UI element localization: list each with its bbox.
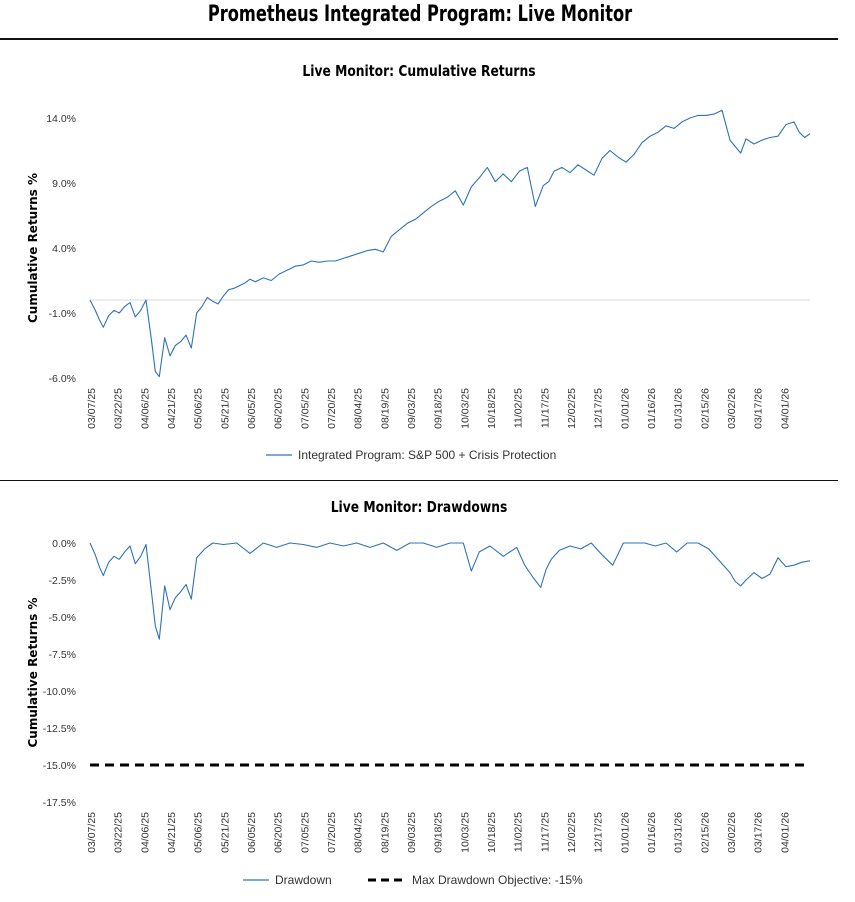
x-tick-label: 01/01/26 xyxy=(619,388,631,429)
x-tick-label: 10/18/25 xyxy=(486,812,498,853)
x-tick-label: 07/20/25 xyxy=(326,812,338,853)
x-tick-label: 11/17/25 xyxy=(539,388,551,428)
x-tick-label: 04/06/25 xyxy=(139,812,151,853)
y-tick-label: 9.0% xyxy=(52,178,76,190)
x-tick-label: 05/21/25 xyxy=(219,812,231,853)
x-tick-label: 09/18/25 xyxy=(433,388,445,429)
x-tick-label: 09/18/25 xyxy=(433,812,445,853)
x-tick-label: 03/02/26 xyxy=(726,812,738,853)
y-tick-label: -1.0% xyxy=(49,308,76,320)
legend-item-label: Drawdown xyxy=(275,873,332,887)
page-title: Prometheus Integrated Program: Live Moni… xyxy=(207,2,633,27)
x-tick-label: 10/03/25 xyxy=(459,388,471,429)
x-tick-label: 07/20/25 xyxy=(326,388,338,429)
x-tick-label: 06/20/25 xyxy=(273,812,285,853)
y-tick-label: -12.5% xyxy=(43,723,76,735)
x-tick-label: 01/31/26 xyxy=(673,388,685,429)
x-tick-label: 09/03/25 xyxy=(406,812,418,853)
x-tick-label: 12/17/25 xyxy=(593,388,605,429)
x-tick-label: 07/05/25 xyxy=(299,388,311,429)
x-tick-label: 01/31/26 xyxy=(673,812,685,853)
top-rule xyxy=(0,38,838,40)
x-tick-label: 01/16/26 xyxy=(646,812,658,853)
x-tick-label: 05/06/25 xyxy=(193,812,205,853)
series-line xyxy=(89,109,811,378)
y-tick-label: -17.5% xyxy=(43,797,76,809)
x-tick-label: 08/04/25 xyxy=(353,812,365,853)
y-axis-label: Cumulative Returns % xyxy=(26,597,40,747)
cumulative-returns-chart: 14.0% 9.0% 4.0% -1.0% -6.0% Cumulative Return… xyxy=(26,109,811,462)
y-tick-label: 14.0% xyxy=(46,113,76,125)
series-line xyxy=(89,542,811,640)
y-tick-label: 0.0% xyxy=(52,538,76,550)
x-tick-label: 03/22/25 xyxy=(113,388,125,429)
x-tick-label: 04/01/26 xyxy=(779,812,791,853)
y-axis-label: Cumulative Returns % xyxy=(26,173,40,323)
x-tick-label: 04/21/25 xyxy=(166,388,178,429)
y-tick-label: -7.5% xyxy=(49,649,76,661)
x-tick-label: 08/04/25 xyxy=(353,388,365,429)
x-tick-label: 05/06/25 xyxy=(193,388,205,429)
y-tick-label: -15.0% xyxy=(43,760,76,772)
x-tick-label: 04/21/25 xyxy=(166,812,178,853)
x-tick-label: 11/02/25 xyxy=(513,812,525,852)
x-tick-label: 01/01/26 xyxy=(619,812,631,853)
x-tick-label: 08/19/25 xyxy=(379,388,391,429)
x-tick-label: 06/05/25 xyxy=(246,812,258,853)
x-tick-label: 12/02/25 xyxy=(566,388,578,429)
x-tick-label: 08/19/25 xyxy=(379,812,391,853)
x-tick-label: 02/15/26 xyxy=(699,812,711,853)
x-tick-label: 01/16/26 xyxy=(646,388,658,429)
x-tick-label: 05/21/25 xyxy=(219,388,231,429)
x-tick-label: 03/07/25 xyxy=(86,388,98,429)
x-tick-label: 11/17/25 xyxy=(539,812,551,852)
x-tick-label: 03/22/25 xyxy=(113,812,125,853)
x-tick-label: 10/03/25 xyxy=(459,812,471,853)
chart2-title: Live Monitor: Drawdowns xyxy=(330,498,508,516)
x-tick-label: 03/17/26 xyxy=(753,388,765,429)
x-tick-label: 02/15/26 xyxy=(699,388,711,429)
section-divider xyxy=(0,480,838,481)
x-tick-label: 03/02/26 xyxy=(726,388,738,429)
y-tick-label: -2.5% xyxy=(49,575,76,587)
x-tick-label: 12/17/25 xyxy=(593,812,605,853)
x-tick-label: 09/03/25 xyxy=(406,388,418,429)
x-tick-label: 07/05/25 xyxy=(299,812,311,853)
x-tick-label: 04/06/25 xyxy=(139,388,151,429)
x-tick-label: 04/01/26 xyxy=(779,388,791,429)
x-tick-label: 11/02/25 xyxy=(513,388,525,428)
y-tick-label: -6.0% xyxy=(49,373,76,385)
x-tick-label: 03/07/25 xyxy=(86,812,98,853)
legend-item-label: Max Drawdown Objective: -15% xyxy=(412,873,583,887)
x-tick-label: 06/05/25 xyxy=(246,388,258,429)
y-tick-label: -10.0% xyxy=(43,686,76,698)
chart1-title: Live Monitor: Cumulative Returns xyxy=(302,62,536,80)
legend-item-label: Integrated Program: S&P 500 + Crisis Pro… xyxy=(298,448,556,462)
x-tick-label: 12/02/25 xyxy=(566,812,578,853)
y-tick-label: -5.0% xyxy=(49,612,76,624)
x-tick-label: 03/17/26 xyxy=(753,812,765,853)
x-tick-label: 10/18/25 xyxy=(486,388,498,429)
y-tick-label: 4.0% xyxy=(52,243,76,255)
x-tick-label: 06/20/25 xyxy=(273,388,285,429)
